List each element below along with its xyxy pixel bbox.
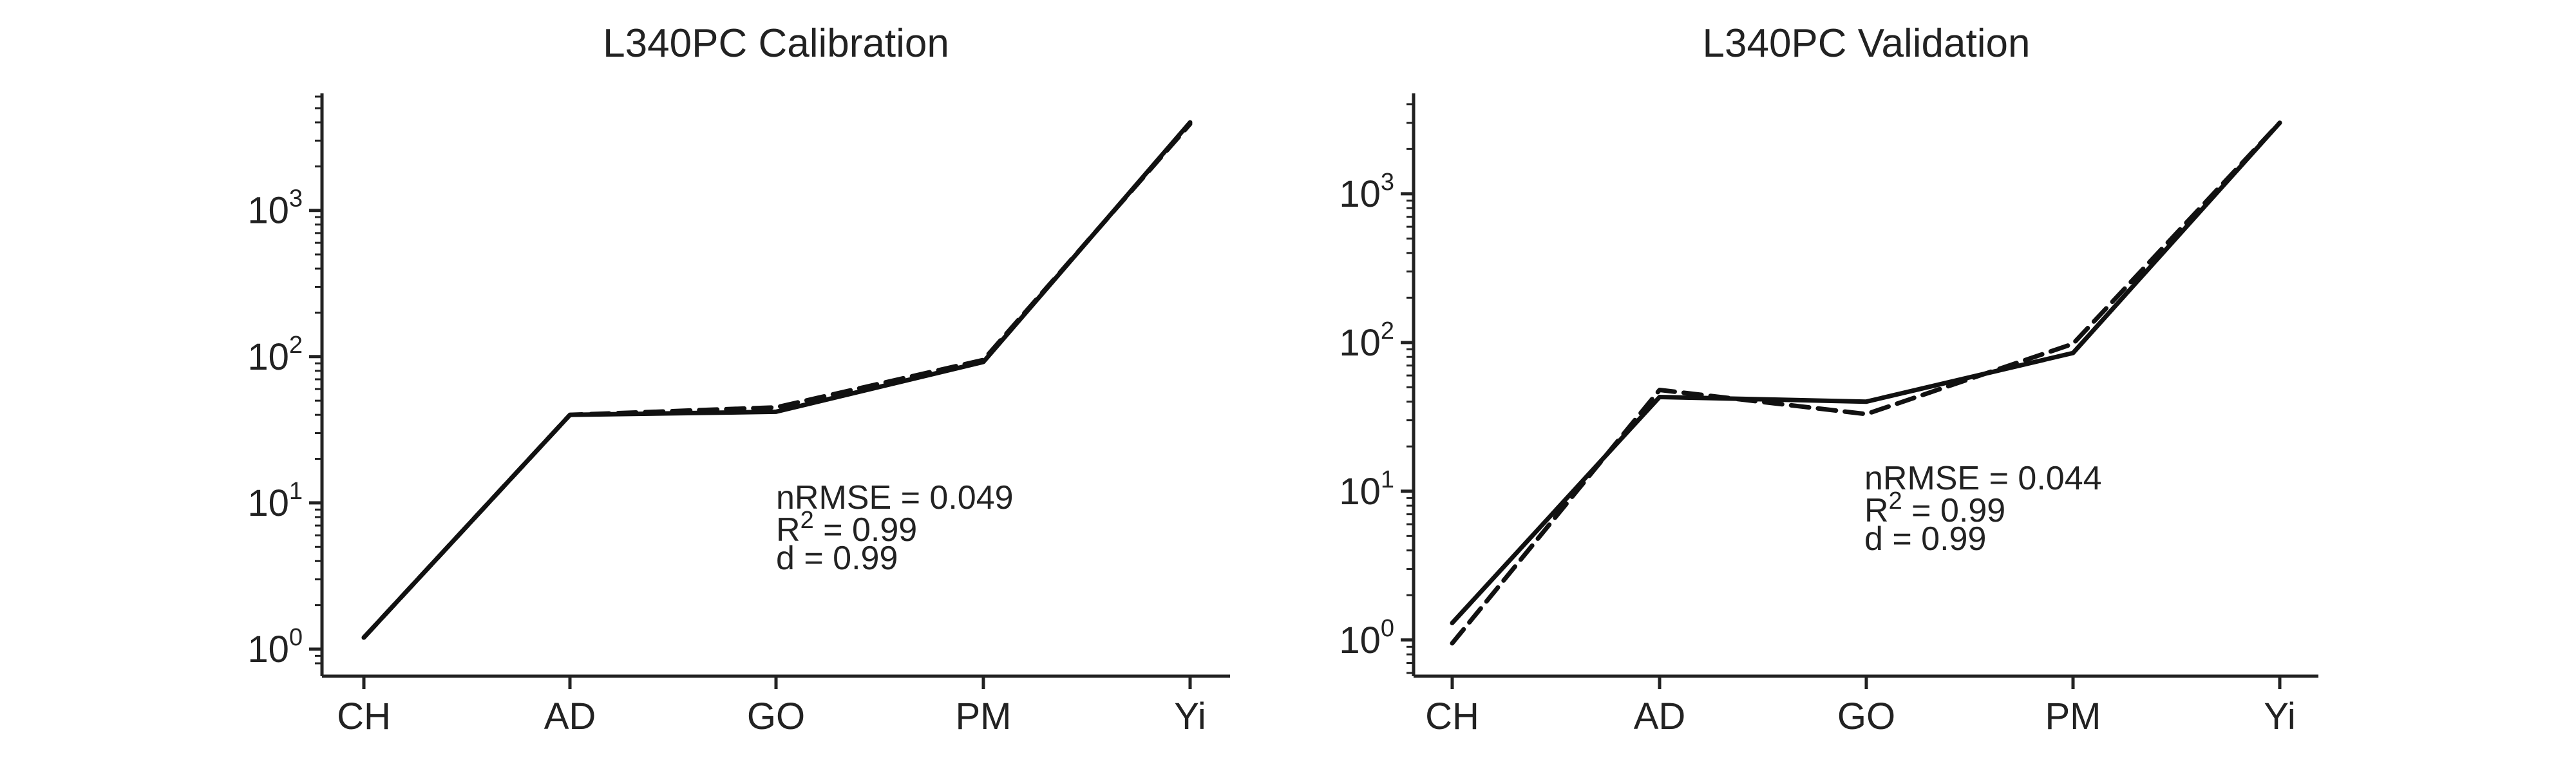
y-tick-label-base: 10 [247,629,289,670]
x-tick-label: Yi [2264,696,2295,737]
y-tick-label-base: 10 [1339,471,1381,513]
y-tick-label-base: 10 [247,190,289,232]
chart-title: L340PC Calibration [603,21,949,66]
y-tick-label-exponent: 1 [289,478,303,505]
stats-r2-value: = 0.99 [814,511,917,549]
y-tick-label-base: 10 [1339,620,1381,661]
x-tick-label: PM [2045,696,2101,737]
x-tick-label: CH [337,696,391,737]
y-tick-label: 100 [1339,615,1394,661]
stats-r2-symbol: R [776,511,800,549]
stats-nrmse: nRMSE = 0.044 [1864,460,2102,497]
y-tick-label: 101 [1339,466,1394,513]
x-tick-label: GO [1837,696,1895,737]
x-tick-label: PM [956,696,1012,737]
stats-nrmse: nRMSE = 0.049 [776,479,1014,516]
x-tick-label: AD [544,696,596,737]
y-tick-label: 102 [247,332,303,378]
x-tick-label: GO [747,696,805,737]
stats-r2-value: = 0.99 [1902,492,2005,529]
stats-d: d = 0.99 [776,540,898,577]
y-tick-label-exponent: 0 [1381,615,1394,642]
stats-r2: R2 = 0.99 [1864,487,2005,529]
y-tick-label: 103 [247,185,303,232]
chart-title: L340PC Validation [1703,21,2031,66]
y-tick-label-exponent: 3 [289,185,303,213]
stats-r2-exponent: 2 [800,507,814,534]
stats-r2: R2 = 0.99 [776,507,917,549]
y-tick-label: 101 [247,478,303,524]
x-tick-label: AD [1634,696,1686,737]
y-tick-label-exponent: 2 [289,332,303,359]
y-tick-label-exponent: 2 [1381,317,1394,345]
y-tick-label: 102 [1339,317,1394,364]
y-tick-label-exponent: 3 [1381,169,1394,196]
y-tick-label: 100 [247,624,303,670]
stats-r2-symbol: R [1864,492,1889,529]
y-tick-label-exponent: 0 [289,624,303,651]
x-tick-label: CH [1425,696,1479,737]
series-line-dashed [361,122,1193,640]
stats-r2-exponent: 2 [1889,487,1902,515]
y-tick-label-base: 10 [1339,322,1381,364]
y-tick-label-base: 10 [1339,173,1381,215]
y-tick-label-base: 10 [247,336,289,378]
y-tick-label-base: 10 [247,482,289,524]
y-tick-label: 103 [1339,169,1394,215]
stats-d: d = 0.99 [1864,520,1986,558]
x-tick-label: Yi [1174,696,1206,737]
series-line-dashed [1450,120,2282,646]
y-tick-label-exponent: 1 [1381,466,1394,493]
